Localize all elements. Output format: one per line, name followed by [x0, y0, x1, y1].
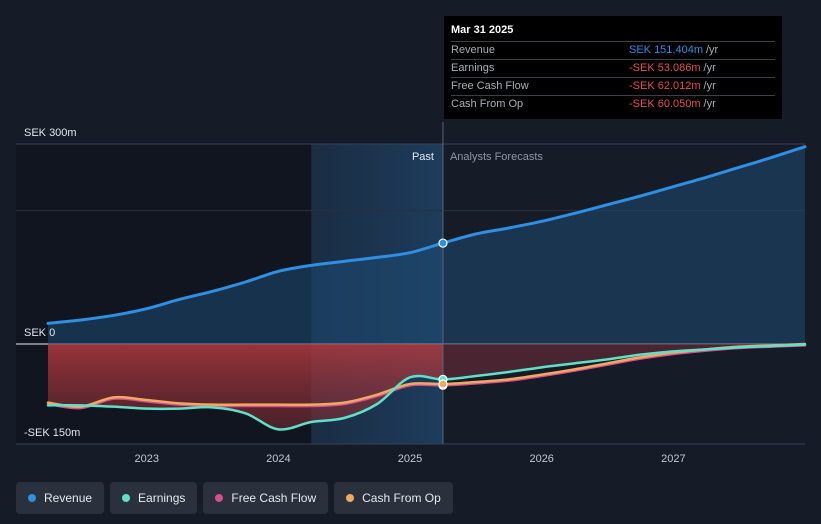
tooltip-date: Mar 31 2025 — [451, 24, 514, 36]
legend-item-free-cash-flow[interactable]: Free Cash Flow — [203, 482, 329, 514]
tooltip-row-free-cash-flow: Free Cash Flow -SEK 62.012m /yr — [451, 77, 775, 95]
tooltip-row-earnings: Earnings -SEK 53.086m /yr — [451, 59, 775, 77]
marker-revenue — [438, 238, 448, 248]
tooltip-unit: /yr — [703, 62, 716, 74]
series-line-earnings — [46, 343, 807, 431]
x-tick-label: 2026 — [529, 453, 553, 465]
tooltip-label: Free Cash Flow — [451, 80, 529, 92]
revenue-area — [48, 146, 805, 344]
x-tick-label: 2024 — [266, 453, 290, 465]
tooltip-row-revenue: Revenue SEK 151.404m /yr — [451, 41, 775, 59]
legend-label: Free Cash Flow — [231, 491, 317, 505]
x-tick-label: 2023 — [134, 453, 158, 465]
series-line-revenue — [46, 145, 807, 325]
tooltip-value: SEK 151.404m — [629, 44, 703, 56]
tooltip: Mar 31 2025 Revenue SEK 151.404m /yr Ear… — [444, 16, 782, 119]
legend: Revenue Earnings Free Cash Flow Cash Fro… — [16, 482, 453, 514]
marker-cash-from-op — [438, 379, 448, 389]
legend-label: Revenue — [44, 491, 93, 505]
legend-item-earnings[interactable]: Earnings — [110, 482, 198, 514]
tooltip-label: Earnings — [451, 62, 495, 74]
y-axis-label: SEK 0 — [24, 327, 55, 339]
tooltip-row-cash-from-op: Cash From Op -SEK 60.050m /yr — [451, 95, 775, 113]
tooltip-unit: /yr — [706, 44, 719, 56]
past-label: Past — [412, 151, 434, 163]
series-line-free-cash-flow — [46, 344, 807, 410]
tooltip-label: Cash From Op — [451, 98, 524, 110]
legend-item-cash-from-op[interactable]: Cash From Op — [334, 482, 453, 514]
cash-from-op-dot-icon — [346, 494, 355, 502]
legend-label: Earnings — [138, 491, 186, 505]
legend-label: Cash From Op — [362, 491, 441, 505]
forecast-label: Analysts Forecasts — [450, 151, 543, 163]
revenue-dot-icon — [28, 494, 36, 502]
earnings-area-forecast — [442, 344, 805, 380]
tooltip-value: -SEK 53.086m — [629, 62, 701, 74]
tooltip-unit: /yr — [703, 80, 716, 92]
x-tick-label: 2027 — [661, 453, 685, 465]
tooltip-label: Revenue — [451, 44, 496, 56]
earnings-dot-icon — [122, 494, 131, 502]
legend-item-revenue[interactable]: Revenue — [16, 482, 105, 514]
y-axis-label: SEK 300m — [24, 127, 77, 139]
tooltip-value: -SEK 62.012m — [629, 80, 701, 92]
free-cash-flow-dot-icon — [215, 494, 224, 502]
x-tick-label: 2025 — [398, 453, 422, 465]
tooltip-value: -SEK 60.050m — [629, 98, 701, 110]
tooltip-unit: /yr — [703, 98, 716, 110]
y-axis-label: -SEK 150m — [24, 427, 80, 439]
